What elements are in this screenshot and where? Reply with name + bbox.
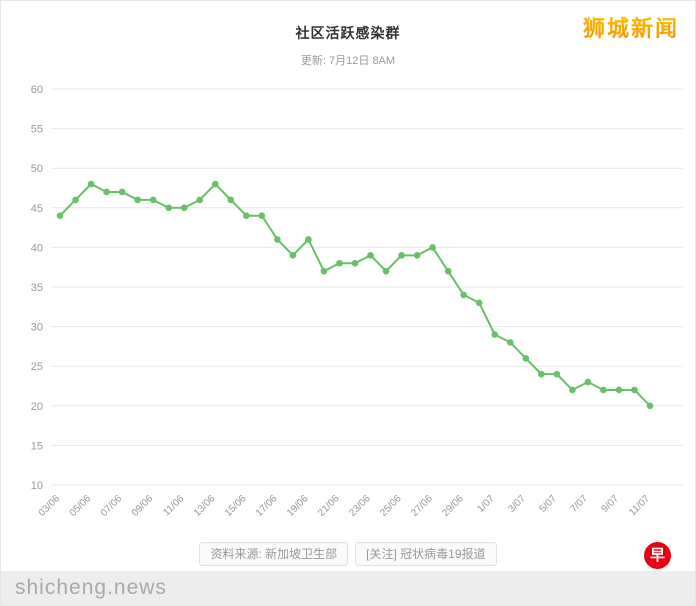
svg-text:15: 15: [31, 440, 43, 452]
zaobao-logo-char: 早: [649, 547, 665, 564]
chart-subtitle: 更新: 7月12日 8AM: [300, 55, 396, 67]
data-point: [351, 259, 359, 267]
data-point: [538, 370, 545, 378]
data-point: [491, 331, 499, 338]
svg-text:10: 10: [31, 480, 43, 492]
svg-text:1/07: 1/07: [475, 493, 497, 515]
data-point: [429, 244, 436, 251]
svg-text:19/06: 19/06: [285, 493, 311, 519]
svg-text:11/07: 11/07: [627, 493, 652, 518]
data-point: [118, 188, 126, 196]
svg-text:17/06: 17/06: [254, 493, 280, 519]
svg-text:27/06: 27/06: [409, 493, 435, 519]
data-point: [289, 252, 297, 259]
follow-label: [关注] 冠状病毒19报道: [355, 542, 497, 566]
svg-text:50: 50: [31, 163, 43, 175]
data-point: [569, 386, 576, 394]
data-point: [336, 259, 343, 267]
data-point: [320, 267, 328, 275]
chart-title: 社区活跃感染群: [295, 25, 401, 41]
data-point: [180, 204, 188, 212]
data-point: [646, 402, 654, 410]
data-point: [274, 236, 281, 243]
svg-text:23/06: 23/06: [347, 493, 373, 519]
chart-header: 社区活跃感染群 更新: 7月12日 8AM: [1, 1, 695, 68]
svg-text:13/06: 13/06: [192, 493, 218, 519]
svg-text:30: 30: [31, 322, 43, 334]
brand-logo: 狮城新闻: [583, 11, 679, 43]
svg-text:7/07: 7/07: [568, 493, 590, 515]
data-point: [475, 299, 483, 307]
data-point: [305, 236, 312, 243]
svg-text:20: 20: [31, 401, 43, 413]
data-point: [165, 204, 172, 212]
data-point: [149, 196, 157, 204]
svg-text:21/06: 21/06: [316, 493, 342, 519]
data-point: [87, 180, 95, 188]
data-point: [196, 196, 204, 204]
data-point: [56, 212, 64, 220]
svg-text:60: 60: [31, 84, 43, 96]
svg-text:07/06: 07/06: [99, 493, 125, 519]
svg-text:03/06: 03/06: [37, 493, 63, 519]
data-point: [413, 252, 421, 259]
data-point: [382, 267, 390, 275]
footer: 资料来源: 新加坡卫生部 [关注] 冠状病毒19报道: [1, 535, 695, 573]
data-point: [398, 252, 405, 259]
data-point: [243, 212, 250, 220]
zaobao-logo-icon: 早: [644, 542, 671, 569]
data-point: [584, 378, 592, 386]
source-label: 资料来源: 新加坡卫生部: [199, 542, 349, 566]
svg-text:9/07: 9/07: [600, 493, 622, 515]
data-point: [258, 212, 266, 220]
data-point: [72, 196, 79, 204]
line-chart: 10 15 20 25 30 35 40 45 50 55 60 03/06 05/06 07/06 09/…: [31, 84, 683, 519]
data-point: [522, 354, 530, 362]
data-point: [631, 386, 638, 394]
data-point: [103, 188, 110, 196]
svg-text:09/06: 09/06: [130, 493, 156, 519]
watermark-bar: shicheng.news: [1, 571, 695, 605]
data-point: [134, 196, 141, 204]
data-point: [367, 252, 374, 259]
svg-text:35: 35: [31, 282, 43, 294]
data-point: [600, 386, 607, 394]
data-point: [211, 180, 219, 188]
data-point: [553, 370, 561, 378]
svg-text:55: 55: [31, 124, 43, 136]
watermark: shicheng.news: [15, 576, 167, 599]
svg-text:11/06: 11/06: [161, 493, 186, 518]
data-point: [615, 386, 623, 394]
data-point: [227, 196, 235, 204]
data-point: [444, 267, 452, 275]
svg-text:25: 25: [31, 361, 43, 373]
svg-text:40: 40: [31, 242, 43, 254]
svg-text:29/06: 29/06: [440, 493, 466, 519]
data-point: [460, 291, 467, 299]
svg-text:5/07: 5/07: [537, 493, 559, 515]
svg-text:05/06: 05/06: [68, 493, 94, 519]
svg-text:45: 45: [31, 203, 43, 215]
svg-text:25/06: 25/06: [378, 493, 404, 519]
svg-text:3/07: 3/07: [506, 493, 528, 515]
svg-text:15/06: 15/06: [223, 493, 249, 519]
data-point: [506, 339, 514, 346]
